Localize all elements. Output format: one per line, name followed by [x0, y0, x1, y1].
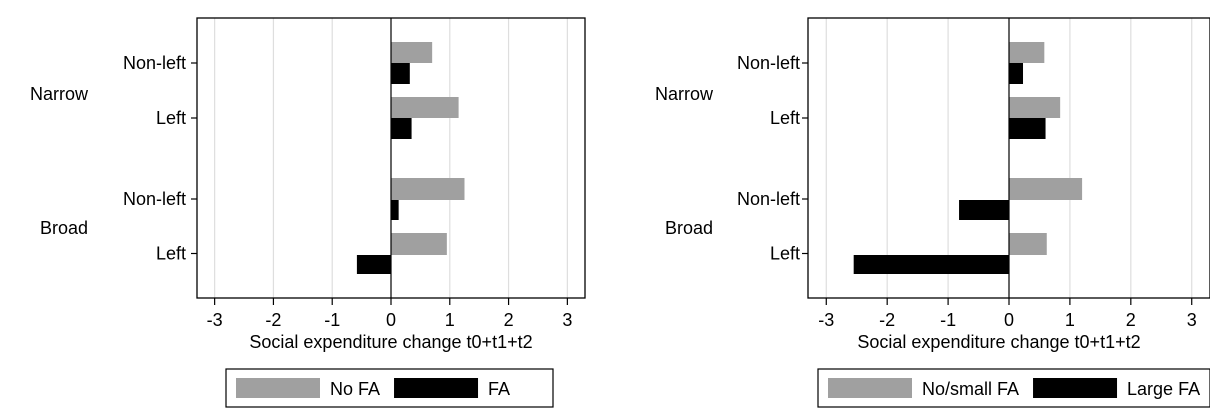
bar-broad-left-series2 — [356, 255, 391, 274]
category-label: Left — [156, 244, 186, 264]
bar-broad-left-series1 — [391, 233, 447, 255]
x-axis-label: Social expenditure change t0+t1+t2 — [857, 332, 1140, 352]
bar-narrow-non-left-series1 — [391, 42, 433, 63]
x-tick-label: 2 — [1126, 310, 1136, 330]
category-label: Left — [770, 108, 800, 128]
x-tick-label: 0 — [386, 310, 396, 330]
x-tick-label: 0 — [1004, 310, 1014, 330]
bar-narrow-left-series2 — [1009, 118, 1046, 139]
bar-broad-non-left-series1 — [391, 178, 465, 200]
legend-label: No FA — [330, 379, 380, 399]
bar-narrow-non-left-series2 — [391, 63, 410, 84]
legend-label: No/small FA — [922, 379, 1019, 399]
x-tick-label: 3 — [562, 310, 572, 330]
legend-swatch — [1033, 378, 1118, 398]
x-axis-label: Social expenditure change t0+t1+t2 — [249, 332, 532, 352]
legend-swatch — [828, 378, 912, 398]
bar-broad-left-series1 — [1009, 233, 1047, 255]
chart-panel-1: -3 -2 -1 0 1 2 3 Social expenditure change t0+t… — [30, 17, 586, 408]
bar-narrow-non-left-series2 — [1009, 63, 1024, 84]
legend: No FA FA — [225, 368, 554, 408]
legend-swatch — [394, 378, 479, 398]
bar-broad-left-series2 — [853, 255, 1009, 274]
x-tick-label: 1 — [1065, 310, 1075, 330]
x-tick-label: -3 — [818, 310, 834, 330]
category-label: Non-left — [123, 189, 186, 209]
group-label: Broad — [665, 218, 713, 238]
category-label: Non-left — [737, 189, 800, 209]
bar-broad-non-left-series1 — [1009, 178, 1083, 200]
legend-swatch — [236, 378, 320, 398]
bar-broad-non-left-series2 — [959, 200, 1009, 220]
x-tick-label: -1 — [324, 310, 340, 330]
bar-narrow-left-series2 — [391, 118, 412, 139]
x-tick-label: -1 — [940, 310, 956, 330]
category-label: Left — [156, 108, 186, 128]
x-tick-label: -2 — [879, 310, 895, 330]
bar-narrow-left-series1 — [391, 97, 459, 118]
bar-narrow-left-series1 — [1009, 97, 1061, 118]
x-tick-label: 2 — [504, 310, 514, 330]
legend-label: Large FA — [1127, 379, 1200, 399]
category-label: Left — [770, 244, 800, 264]
group-label: Narrow — [30, 84, 89, 104]
bar-narrow-non-left-series1 — [1009, 42, 1045, 63]
chart-panel-2: -3 -2 -1 0 1 2 3 Social expenditure change t0+t… — [655, 17, 1210, 408]
legend: No/small FA Large FA — [817, 368, 1210, 408]
x-tick-label: -3 — [207, 310, 223, 330]
group-label: Broad — [40, 218, 88, 238]
bar-broad-non-left-series2 — [391, 200, 399, 220]
x-tick-label: 3 — [1187, 310, 1197, 330]
category-label: Non-left — [123, 53, 186, 73]
group-label: Narrow — [655, 84, 714, 104]
x-tick-label: -2 — [265, 310, 281, 330]
category-label: Non-left — [737, 53, 800, 73]
legend-label: FA — [488, 379, 510, 399]
x-tick-label: 1 — [445, 310, 455, 330]
